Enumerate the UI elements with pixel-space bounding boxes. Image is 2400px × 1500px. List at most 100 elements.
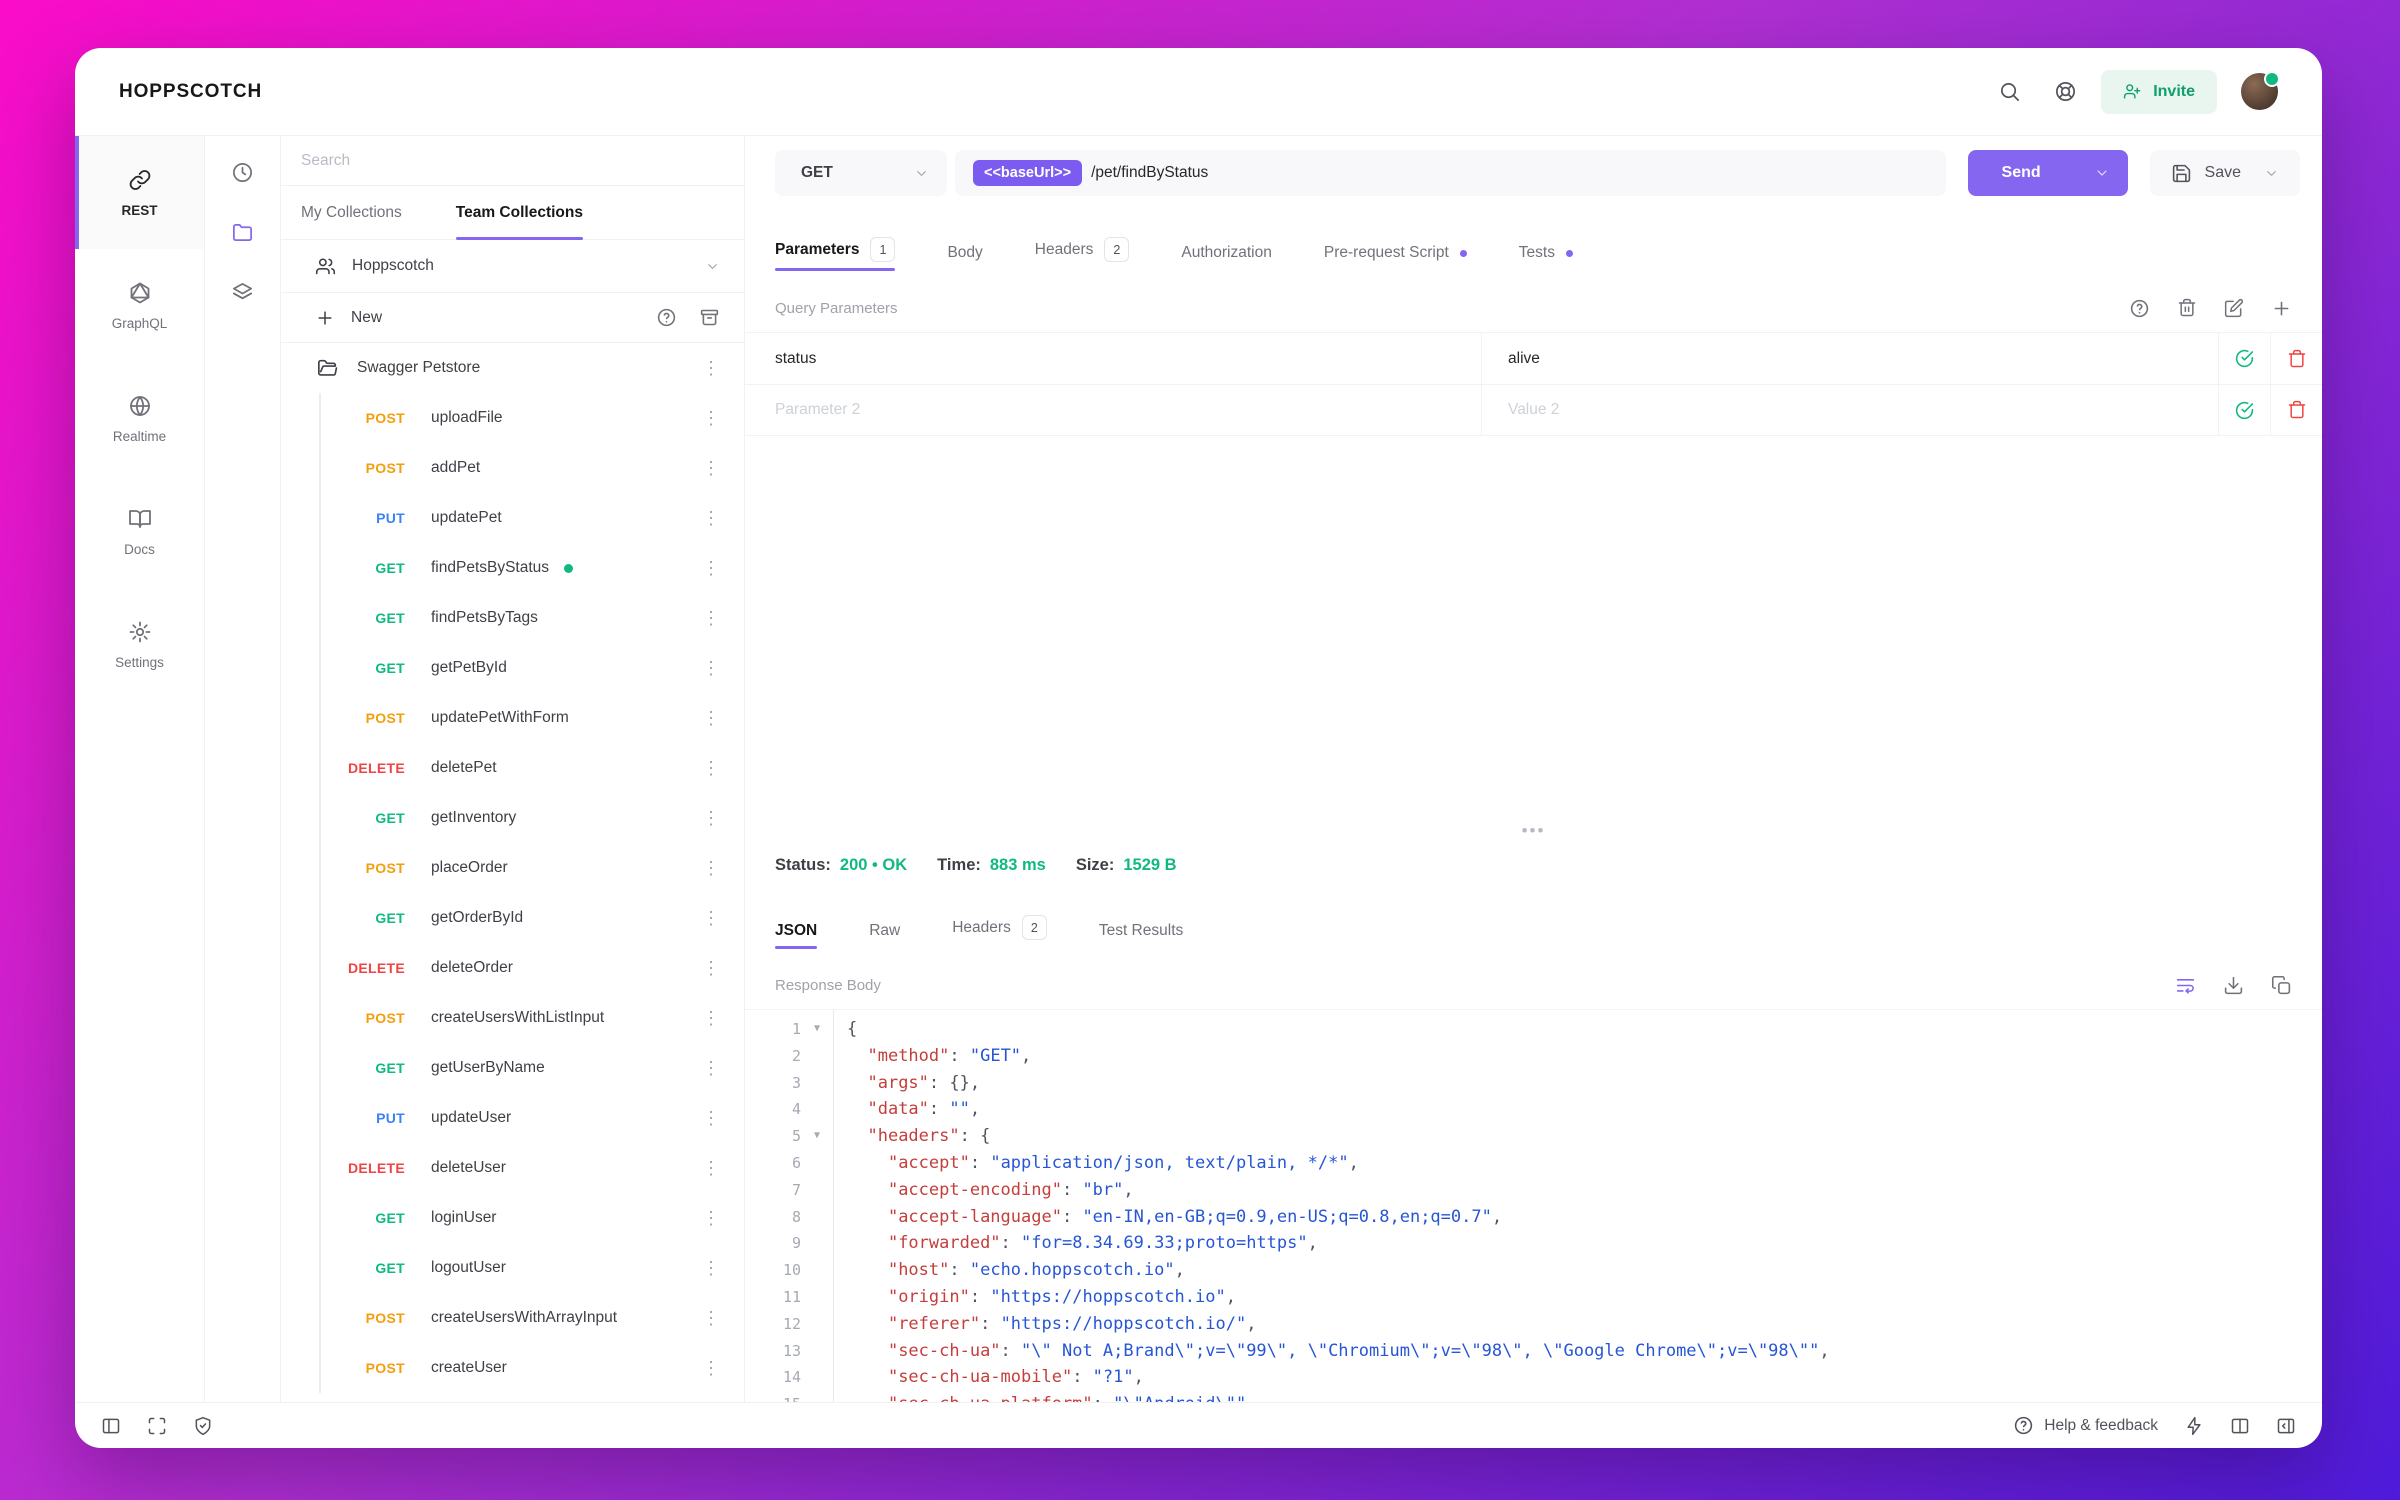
tab-headers[interactable]: Headers 2 (1035, 237, 1130, 284)
collection-folder[interactable]: Swagger Petstore ⋮ (281, 343, 744, 393)
param-active-toggle-icon[interactable] (2218, 385, 2270, 435)
request-item-getInventory[interactable]: GET getInventory ⋮ (281, 793, 744, 843)
shortcuts-zap-icon[interactable] (2184, 1416, 2204, 1436)
fold-arrow-icon[interactable]: ▼ (813, 1023, 821, 1034)
new-label[interactable]: New (351, 308, 383, 326)
tab-authorization[interactable]: Authorization (1181, 244, 1271, 284)
url-input[interactable]: <<baseUrl>> /pet/findByStatus (955, 150, 1946, 196)
collection-folder-partial[interactable]: ⋮ (281, 1393, 744, 1402)
fold-arrow-icon[interactable]: ▼ (813, 1130, 821, 1142)
copy-icon[interactable] (2271, 975, 2292, 996)
kebab-menu-icon[interactable]: ⋮ (702, 1208, 720, 1228)
response-tab-test-results[interactable]: Test Results (1099, 922, 1183, 962)
kebab-menu-icon[interactable]: ⋮ (702, 1108, 720, 1128)
collections-search-input[interactable]: Search (281, 136, 744, 186)
kebab-menu-icon[interactable]: ⋮ (702, 558, 720, 578)
param-key-input[interactable]: Parameter 2 (745, 385, 1482, 435)
toggle-sidebar-icon[interactable] (101, 1416, 121, 1436)
kebab-menu-icon[interactable]: ⋮ (702, 408, 720, 428)
team-selector[interactable]: Hoppscotch (281, 240, 744, 293)
param-active-toggle-icon[interactable] (2218, 333, 2270, 384)
kebab-menu-icon[interactable]: ⋮ (702, 458, 720, 478)
send-button[interactable]: Send (1967, 150, 2128, 196)
request-item-uploadFile[interactable]: POST uploadFile ⋮ (281, 393, 744, 443)
kebab-menu-icon[interactable]: ⋮ (702, 858, 720, 878)
base-url-chip[interactable]: <<baseUrl>> (973, 160, 1083, 186)
help-circle-icon[interactable] (656, 307, 677, 328)
edit-icon[interactable] (2224, 298, 2244, 318)
tab-parameters[interactable]: Parameters 1 (775, 237, 896, 284)
kebab-menu-icon[interactable]: ⋮ (702, 608, 720, 628)
shield-check-icon[interactable] (193, 1416, 213, 1436)
archive-icon[interactable] (699, 307, 720, 328)
nav-item-docs[interactable]: Docs (75, 475, 204, 588)
kebab-menu-icon[interactable]: ⋮ (702, 1308, 720, 1328)
request-item-createUser[interactable]: POST createUser ⋮ (281, 1343, 744, 1393)
kebab-menu-icon[interactable]: ⋮ (702, 958, 720, 978)
nav-item-settings[interactable]: Settings (75, 588, 204, 701)
pane-resize-handle[interactable]: ••• (1521, 821, 1546, 840)
chevron-down-icon[interactable] (2094, 165, 2110, 181)
response-tab-headers[interactable]: Headers 2 (952, 915, 1047, 962)
wrap-lines-icon[interactable] (2175, 975, 2196, 996)
add-param-icon[interactable] (2271, 298, 2292, 319)
environments-layers-icon[interactable] (221, 270, 265, 314)
response-body-code[interactable]: 1 ▼{2 "method": "GET", 3 "args": {}, 4 "dat… (745, 1010, 2322, 1402)
param-delete-icon[interactable] (2270, 333, 2322, 384)
request-item-addPet[interactable]: POST addPet ⋮ (281, 443, 744, 493)
param-value-input[interactable]: alive (1508, 349, 1540, 367)
kebab-menu-icon[interactable]: ⋮ (702, 358, 720, 378)
chevron-down-icon[interactable] (2264, 166, 2279, 181)
columns-layout-icon[interactable] (2230, 1416, 2250, 1436)
kebab-menu-icon[interactable]: ⋮ (702, 1008, 720, 1028)
save-button[interactable]: Save (2149, 150, 2300, 196)
download-icon[interactable] (2223, 975, 2244, 996)
expand-icon[interactable] (147, 1416, 167, 1436)
tab-tests[interactable]: Tests (1519, 244, 1573, 284)
request-item-deletePet[interactable]: DELETE deletePet ⋮ (281, 743, 744, 793)
kebab-menu-icon[interactable]: ⋮ (702, 1058, 720, 1078)
request-item-updatePet[interactable]: PUT updatePet ⋮ (281, 493, 744, 543)
kebab-menu-icon[interactable]: ⋮ (702, 1158, 720, 1178)
kebab-menu-icon[interactable]: ⋮ (702, 658, 720, 678)
request-item-updateUser[interactable]: PUT updateUser ⋮ (281, 1093, 744, 1143)
search-icon[interactable] (1989, 72, 2029, 112)
kebab-menu-icon[interactable]: ⋮ (702, 1258, 720, 1278)
request-item-getUserByName[interactable]: GET getUserByName ⋮ (281, 1043, 744, 1093)
request-item-getPetById[interactable]: GET getPetById ⋮ (281, 643, 744, 693)
history-icon[interactable] (221, 150, 265, 194)
delete-all-icon[interactable] (2177, 298, 2197, 318)
avatar[interactable] (2241, 71, 2280, 110)
nav-item-realtime[interactable]: Realtime (75, 362, 204, 475)
param-value-input[interactable]: Value 2 (1508, 401, 1560, 418)
kebab-menu-icon[interactable]: ⋮ (702, 708, 720, 728)
kebab-menu-icon[interactable]: ⋮ (702, 758, 720, 778)
tab-body[interactable]: Body (947, 244, 982, 284)
collections-folder-icon[interactable] (221, 210, 265, 254)
request-item-createUsersWithArrayInput[interactable]: POST createUsersWithArrayInput ⋮ (281, 1293, 744, 1343)
method-select[interactable]: GET (775, 150, 947, 196)
kebab-menu-icon[interactable]: ⋮ (702, 508, 720, 528)
help-circle-icon[interactable] (2129, 298, 2150, 319)
request-item-deleteUser[interactable]: DELETE deleteUser ⋮ (281, 1143, 744, 1193)
kebab-menu-icon[interactable]: ⋮ (702, 1358, 720, 1378)
plus-icon[interactable] (315, 308, 335, 328)
nav-item-rest[interactable]: REST (75, 136, 204, 249)
request-item-findPetsByTags[interactable]: GET findPetsByTags ⋮ (281, 593, 744, 643)
request-item-placeOrder[interactable]: POST placeOrder ⋮ (281, 843, 744, 893)
request-item-deleteOrder[interactable]: DELETE deleteOrder ⋮ (281, 943, 744, 993)
nav-item-graphql[interactable]: GraphQL (75, 249, 204, 362)
tab-pre-request-script[interactable]: Pre-request Script (1324, 244, 1467, 284)
tab-my-collections[interactable]: My Collections (301, 203, 402, 221)
collapse-right-panel-icon[interactable] (2276, 1416, 2296, 1436)
invite-button[interactable]: Invite (2101, 69, 2217, 114)
support-icon[interactable] (2045, 72, 2085, 112)
response-tab-json[interactable]: JSON (775, 922, 818, 962)
response-tab-raw[interactable]: Raw (869, 922, 900, 962)
request-item-getOrderById[interactable]: GET getOrderById ⋮ (281, 893, 744, 943)
request-item-logoutUser[interactable]: GET logoutUser ⋮ (281, 1243, 744, 1293)
request-item-updatePetWithForm[interactable]: POST updatePetWithForm ⋮ (281, 693, 744, 743)
kebab-menu-icon[interactable]: ⋮ (702, 808, 720, 828)
param-delete-icon[interactable] (2270, 385, 2322, 435)
request-item-loginUser[interactable]: GET loginUser ⋮ (281, 1193, 744, 1243)
